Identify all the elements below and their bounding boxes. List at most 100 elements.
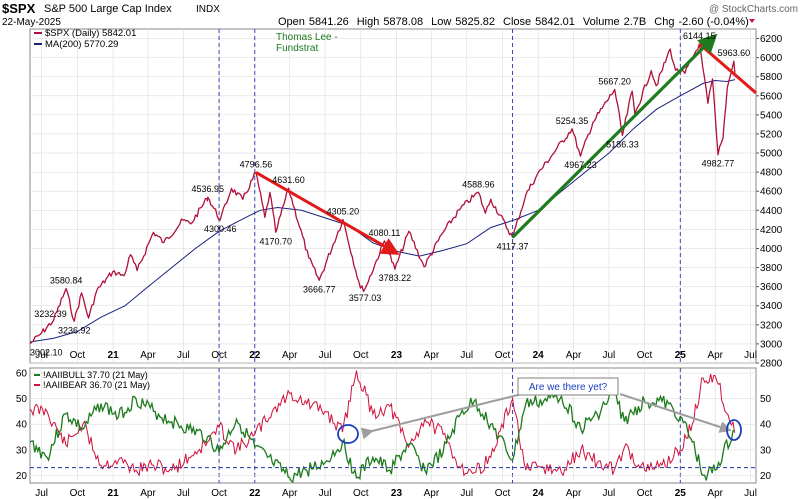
- highlight-ellipse-2022: [337, 424, 359, 444]
- price-x-tick-label: Apr: [424, 350, 440, 361]
- price-annotation: 4631.60: [272, 175, 305, 185]
- sent-y-tick-left: 50: [16, 394, 28, 405]
- price-x-tick-label: Jul: [319, 350, 332, 361]
- open-label: Open: [278, 16, 305, 28]
- price-x-tick-label: Jul: [35, 350, 48, 361]
- sent-y-tick-left: 20: [16, 471, 28, 482]
- sent-y-tick-right: 50: [760, 394, 772, 405]
- price-annotation: 6144.15: [683, 31, 716, 41]
- price-annotation: 3577.03: [349, 293, 382, 303]
- price-y-tick-label: 4200: [760, 225, 783, 236]
- price-y-tick-label: 4600: [760, 187, 783, 198]
- price-annotation: 5963.60: [718, 48, 751, 58]
- price-annotation: 5667.20: [598, 76, 631, 86]
- price-y-tick-label: 4000: [760, 244, 783, 255]
- price-annotation: 4982.77: [702, 159, 735, 169]
- sent-x-tick-label: Oct: [637, 488, 653, 499]
- sent-x-tick-label: Jul: [602, 488, 615, 499]
- price-y-tick-label: 5400: [760, 110, 783, 121]
- price-x-tick-label: Oct: [353, 350, 369, 361]
- price-annotation: 3666.77: [303, 284, 336, 294]
- note-line-2: Fundstrat: [276, 43, 318, 54]
- price-x-tick-label: 21: [108, 350, 120, 361]
- price-annotation: 5254.35: [556, 116, 589, 126]
- price-annotation: 4305.20: [327, 206, 360, 216]
- price-x-tick-label: Apr: [140, 350, 156, 361]
- sent-x-tick-label: Jul: [35, 488, 48, 499]
- callout-box: [517, 377, 619, 396]
- price-annotation: 4080.11: [369, 228, 401, 238]
- price-annotation: 4300.46: [204, 224, 237, 234]
- price-annotation: 4796.56: [240, 159, 273, 169]
- sent-x-tick-label: Jul: [460, 488, 473, 499]
- price-annotation: 3236.92: [58, 325, 91, 335]
- price-y-tick-label: 5800: [760, 72, 783, 83]
- index-name: S&P 500 Large Cap Index: [44, 3, 172, 15]
- price-annotation: 3783.22: [379, 273, 412, 283]
- sent-x-tick-label: Apr: [282, 488, 298, 499]
- sent-legend-label: !AAIIBULL 37.70 (21 May): [43, 370, 148, 380]
- sent-y-tick-right: 20: [760, 471, 772, 482]
- sent-x-tick-label: Oct: [211, 488, 227, 499]
- price-y-tick-label: 6200: [760, 34, 783, 45]
- price-y-tick-label: 5200: [760, 129, 783, 140]
- price-annotation: 4117.37: [497, 241, 529, 251]
- low-label: Low: [431, 16, 451, 28]
- chg-value: -2.60 (-0.04%): [678, 16, 748, 28]
- price-y-tick-label: 4400: [760, 206, 783, 217]
- price-annotation: 3580.84: [50, 276, 83, 286]
- volume-value: 2.7B: [624, 16, 647, 28]
- price-y-tick-label: 5000: [760, 149, 783, 160]
- sent-x-tick-label: Jul: [177, 488, 190, 499]
- price-panel-frame: [29, 28, 757, 364]
- price-x-tick-label: 22: [249, 350, 261, 361]
- low-value: 5825.82: [455, 16, 495, 28]
- price-x-tick-label: Oct: [637, 350, 653, 361]
- price-annotation: 4170.70: [259, 236, 292, 246]
- callout-text: Are we there yet?: [529, 382, 608, 393]
- price-legend-label: $SPX (Daily) 5842.01: [45, 28, 136, 39]
- sent-x-tick-label: Apr: [140, 488, 156, 499]
- sent-y-tick-left: 40: [16, 420, 28, 431]
- price-x-tick-label: Jul: [177, 350, 190, 361]
- sent-x-tick-label: Jul: [744, 488, 757, 499]
- sent-x-tick-label: Apr: [707, 488, 723, 499]
- chg-label: Chg: [654, 16, 674, 28]
- sent-x-tick-label: Apr: [566, 488, 582, 499]
- price-y-tick-label: 3200: [760, 320, 783, 331]
- price-annotation: 5186.33: [606, 139, 639, 149]
- price-annotation: 3002.10: [30, 348, 63, 358]
- down-arrow-icon: [749, 19, 755, 23]
- open-value: 5841.26: [309, 16, 349, 28]
- price-y-tick-label: 2800: [760, 359, 783, 370]
- exchange: INDX: [196, 4, 220, 15]
- sent-x-tick-label: 24: [533, 488, 545, 499]
- sent-x-tick-label: 25: [675, 488, 687, 499]
- price-y-tick-label: 3000: [760, 339, 783, 350]
- price-legend-label: MA(200) 5770.29: [45, 39, 118, 50]
- sent-y-tick-left: 60: [16, 369, 28, 380]
- price-x-tick-label: Jul: [460, 350, 473, 361]
- highlight-ellipse-2025: [726, 419, 742, 441]
- price-x-tick-label: 23: [391, 350, 403, 361]
- price-x-tick-label: Apr: [707, 350, 723, 361]
- high-label: High: [357, 16, 380, 28]
- sent-x-tick-label: 22: [249, 488, 261, 499]
- note-line-1: Thomas Lee -: [276, 32, 338, 43]
- green-trendline: [511, 33, 718, 239]
- aaii-bear-line: [29, 370, 736, 477]
- price-x-tick-label: Jul: [744, 350, 757, 361]
- ohlc-line: Open 5841.26 High 5878.08 Low 5825.82 Close 584…: [278, 16, 749, 28]
- price-y-tick-label: 5600: [760, 91, 783, 102]
- sent-x-tick-label: 23: [391, 488, 403, 499]
- volume-label: Volume: [583, 16, 620, 28]
- symbol: $SPX: [2, 1, 36, 16]
- sent-legend-label: !AAIIBEAR 36.70 (21 May): [43, 380, 150, 390]
- price-x-tick-label: Apr: [566, 350, 582, 361]
- price-x-tick-label: Oct: [495, 350, 511, 361]
- price-annotation: 4967.23: [564, 160, 597, 170]
- sent-x-tick-label: 21: [108, 488, 120, 499]
- sent-y-tick-right: 30: [760, 445, 772, 456]
